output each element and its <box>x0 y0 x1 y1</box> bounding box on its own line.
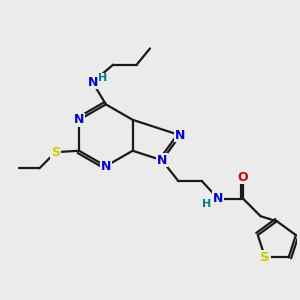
Text: N: N <box>100 160 111 173</box>
Text: H: H <box>98 73 107 83</box>
Text: N: N <box>175 129 185 142</box>
Text: O: O <box>238 171 248 184</box>
Text: N: N <box>74 113 84 126</box>
Text: N: N <box>87 76 98 89</box>
Text: S: S <box>260 251 270 264</box>
Text: N: N <box>157 154 167 167</box>
Text: N: N <box>213 192 223 205</box>
Text: H: H <box>202 199 212 209</box>
Text: S: S <box>51 146 60 159</box>
